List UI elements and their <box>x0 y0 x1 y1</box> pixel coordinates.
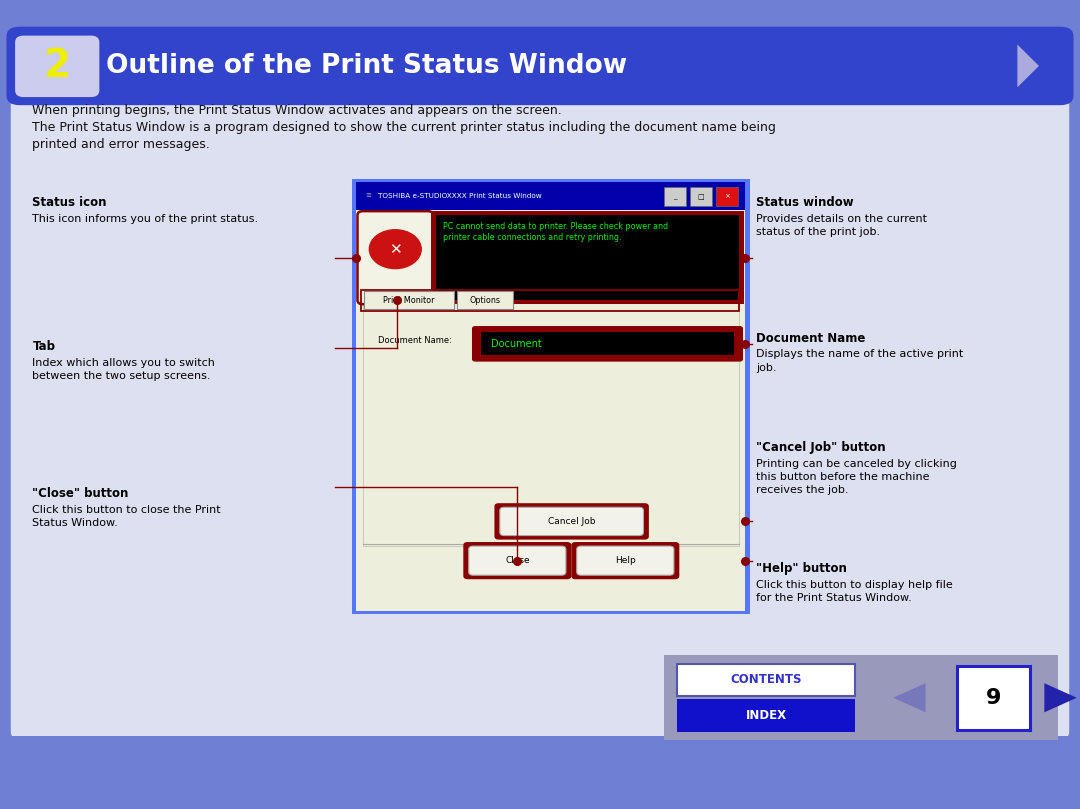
FancyBboxPatch shape <box>356 182 745 611</box>
Text: Status icon: Status icon <box>32 196 107 209</box>
FancyBboxPatch shape <box>571 542 679 579</box>
FancyBboxPatch shape <box>716 187 738 206</box>
Text: Document Name:: Document Name: <box>378 336 451 345</box>
FancyBboxPatch shape <box>957 667 1030 730</box>
Text: Close: Close <box>505 556 529 565</box>
Text: Help: Help <box>615 556 636 565</box>
Text: Cancel Job: Cancel Job <box>548 517 595 526</box>
Text: Index which allows you to switch
between the two setup screens.: Index which allows you to switch between… <box>32 358 215 381</box>
Text: Displays the name of the active print
job.: Displays the name of the active print jo… <box>756 349 963 373</box>
FancyBboxPatch shape <box>356 182 745 210</box>
FancyBboxPatch shape <box>500 507 644 536</box>
FancyBboxPatch shape <box>11 30 1069 739</box>
FancyBboxPatch shape <box>677 663 855 696</box>
FancyBboxPatch shape <box>357 211 433 304</box>
Text: 2: 2 <box>43 47 71 85</box>
FancyBboxPatch shape <box>495 503 649 540</box>
Text: ✕: ✕ <box>389 242 402 256</box>
Text: Print Monitor: Print Monitor <box>383 295 434 305</box>
Polygon shape <box>1044 683 1077 712</box>
Text: CONTENTS: CONTENTS <box>730 673 802 686</box>
FancyBboxPatch shape <box>577 546 674 575</box>
FancyBboxPatch shape <box>472 326 743 362</box>
FancyBboxPatch shape <box>15 36 99 97</box>
Text: INDEX: INDEX <box>745 709 787 722</box>
Text: Provides details on the current
status of the print job.: Provides details on the current status o… <box>756 214 927 237</box>
Text: printed and error messages.: printed and error messages. <box>32 138 211 150</box>
FancyBboxPatch shape <box>664 187 686 206</box>
FancyBboxPatch shape <box>431 211 744 304</box>
Text: PC cannot send data to printer. Please check power and
printer cable connections: PC cannot send data to printer. Please c… <box>443 222 667 243</box>
FancyBboxPatch shape <box>363 270 739 546</box>
Text: "Cancel Job" button: "Cancel Job" button <box>756 441 886 454</box>
FancyBboxPatch shape <box>664 655 1058 740</box>
Polygon shape <box>893 683 926 712</box>
Text: Click this button to display help file
for the Print Status Window.: Click this button to display help file f… <box>756 580 953 604</box>
Text: TOSHIBA e-STUDIOXXXX Print Status Window: TOSHIBA e-STUDIOXXXX Print Status Window <box>378 193 542 199</box>
Polygon shape <box>1017 44 1039 87</box>
Text: "Help" button: "Help" button <box>756 562 847 575</box>
Text: Status window: Status window <box>756 196 853 209</box>
Text: 9: 9 <box>986 688 1001 708</box>
Text: Options: Options <box>470 295 500 305</box>
FancyBboxPatch shape <box>364 291 454 309</box>
Text: This icon informs you of the print status.: This icon informs you of the print statu… <box>32 214 258 223</box>
FancyBboxPatch shape <box>690 187 712 206</box>
Text: □: □ <box>698 193 704 200</box>
Text: Click this button to close the Print
Status Window.: Click this button to close the Print Sta… <box>32 505 221 528</box>
Text: Document Name: Document Name <box>756 332 865 345</box>
FancyBboxPatch shape <box>6 27 1074 105</box>
FancyBboxPatch shape <box>469 546 566 575</box>
Text: Outline of the Print Status Window: Outline of the Print Status Window <box>106 53 627 79</box>
Text: "Close" button: "Close" button <box>32 487 129 500</box>
Text: ≡: ≡ <box>365 193 370 199</box>
FancyBboxPatch shape <box>457 291 513 309</box>
Text: Tab: Tab <box>32 340 55 353</box>
Text: Document: Document <box>491 339 542 349</box>
FancyBboxPatch shape <box>352 179 750 614</box>
Circle shape <box>369 230 421 269</box>
FancyBboxPatch shape <box>677 700 855 731</box>
Text: The Print Status Window is a program designed to show the current printer status: The Print Status Window is a program des… <box>32 121 777 133</box>
Text: ×: × <box>724 193 730 200</box>
FancyBboxPatch shape <box>463 542 571 579</box>
Text: Printing can be canceled by clicking
this button before the machine
receives the: Printing can be canceled by clicking thi… <box>756 459 957 495</box>
Text: _: _ <box>673 193 677 200</box>
FancyBboxPatch shape <box>0 736 1080 809</box>
FancyBboxPatch shape <box>436 215 739 300</box>
Text: When printing begins, the Print Status Window activates and appears on the scree: When printing begins, the Print Status W… <box>32 104 563 116</box>
FancyBboxPatch shape <box>481 332 734 355</box>
